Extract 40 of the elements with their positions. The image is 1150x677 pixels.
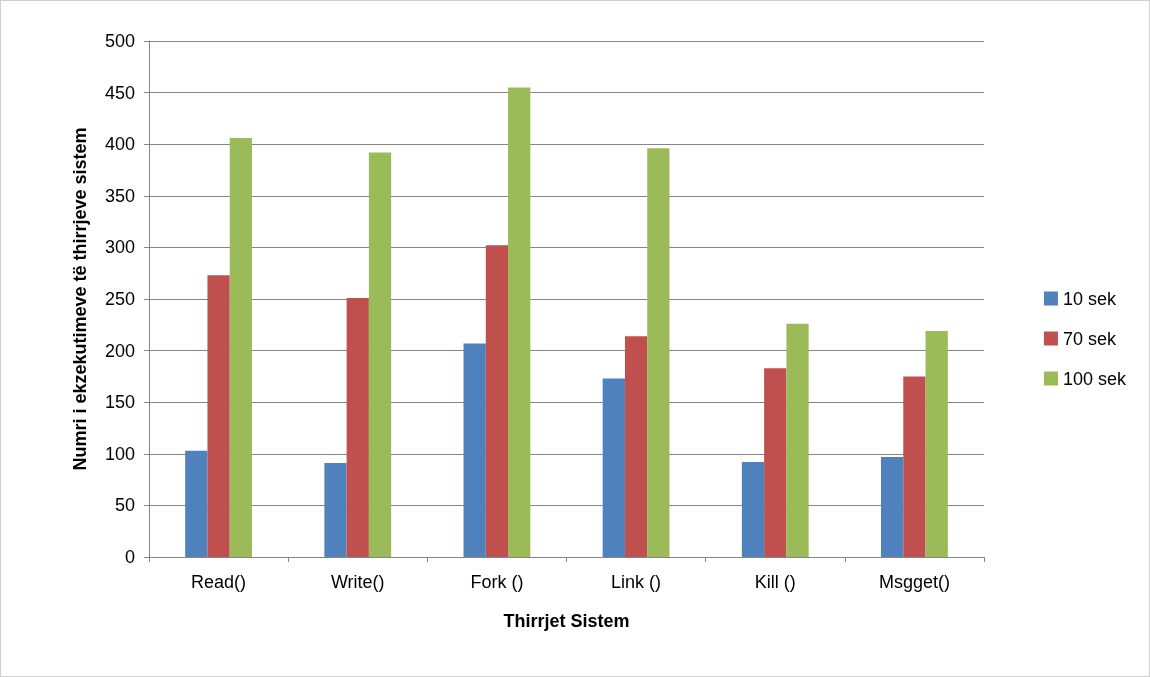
bar (508, 87, 531, 557)
bar (485, 245, 509, 557)
bar (185, 450, 208, 557)
y-tick-label: 250 (104, 289, 135, 309)
x-tick-label: Write() (330, 572, 385, 592)
bar (903, 376, 926, 557)
bar (741, 462, 765, 557)
y-tick-label: 50 (114, 495, 135, 516)
x-tick-label: Fork () (470, 572, 524, 592)
y-tick-label: 150 (104, 392, 135, 413)
bar (925, 330, 948, 557)
bar (786, 323, 809, 557)
x-tick-label: Link () (611, 572, 662, 592)
legend-label: 10 sek (1062, 288, 1117, 309)
bar (346, 297, 369, 557)
bar (207, 275, 230, 557)
y-tick-label: 400 (104, 134, 135, 155)
bar (764, 368, 787, 557)
bar (881, 456, 904, 557)
bar (602, 378, 625, 557)
bar (624, 336, 648, 557)
x-tick-label: Read() (191, 572, 247, 592)
legend-label: 70 sek (1062, 328, 1117, 349)
bar (324, 463, 347, 557)
y-tick-label: 500 (104, 31, 135, 51)
x-tick-label: Kill () (754, 572, 796, 592)
bar (368, 152, 392, 557)
y-tick-label: 300 (104, 237, 135, 258)
y-tick-label: 200 (104, 340, 135, 361)
y-tick-label: 100 (104, 443, 135, 464)
y-tick-label: 450 (104, 82, 135, 103)
y-tick-label: 0 (124, 547, 135, 567)
bar (229, 138, 252, 557)
y-axis-title: Numri i ekzekutimeve të thirrjeve sistem (70, 127, 90, 471)
x-axis-title: Thirrjet Sistem (503, 611, 630, 631)
y-tick-label: 350 (104, 185, 135, 206)
x-tick-label: Msgget() (878, 572, 950, 592)
legend-label: 100 sek (1062, 368, 1127, 389)
bar (647, 148, 670, 557)
bar (463, 343, 486, 557)
